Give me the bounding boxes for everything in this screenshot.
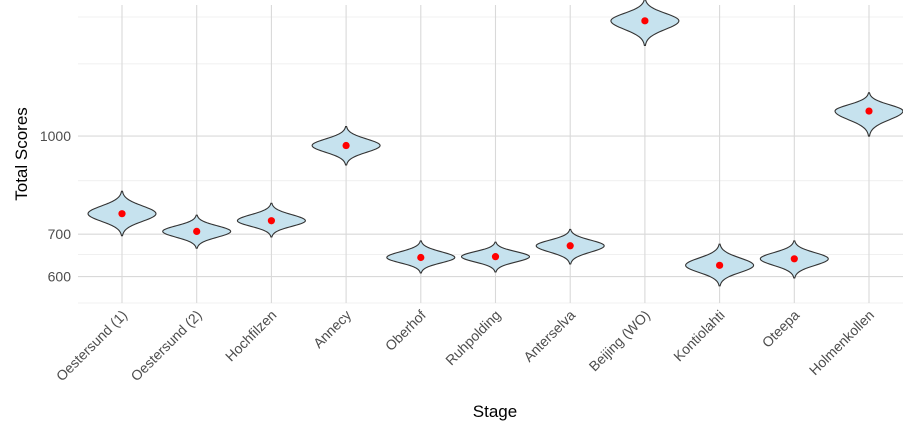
mean-point <box>865 107 873 115</box>
y-tick-label: 700 <box>48 226 72 242</box>
x-tick-label: Anterselva <box>520 307 578 365</box>
y-tick-label: 1000 <box>40 128 71 144</box>
mean-point <box>491 253 500 261</box>
mean-point <box>417 253 425 262</box>
mean-point <box>342 141 350 150</box>
mean-point <box>118 210 126 218</box>
x-tick-label: Beijing (WO) <box>586 307 653 374</box>
mean-point <box>267 217 275 225</box>
y-tick-label: 600 <box>48 269 72 285</box>
x-tick-label: Oberhof <box>382 307 429 354</box>
x-tick-label: Holmenkollen <box>806 307 877 378</box>
violins <box>87 0 903 287</box>
mean-point <box>193 227 201 236</box>
mean-point <box>641 17 649 25</box>
y-axis-title: Total Scores <box>12 107 31 201</box>
x-tick-label: Hochfilzen <box>222 307 280 365</box>
x-tick-label: Oestersund (1) <box>53 307 130 384</box>
x-tick-label: Annecy <box>310 307 354 351</box>
x-axis-title: Stage <box>473 402 517 421</box>
x-tick-label: Oestersund (2) <box>127 307 204 384</box>
x-tick-label: Kontiolahti <box>670 307 728 365</box>
y-axis-ticks: 600 700 1000 <box>40 128 71 285</box>
mean-point <box>790 255 798 263</box>
mean-point <box>716 261 724 269</box>
x-tick-label: Oteepa <box>759 307 803 351</box>
x-tick-label: Ruhpolding <box>442 307 503 368</box>
x-axis-ticks: Oestersund (1)Oestersund (2) Hochfilzen An… <box>53 307 877 384</box>
mean-point <box>566 242 574 250</box>
